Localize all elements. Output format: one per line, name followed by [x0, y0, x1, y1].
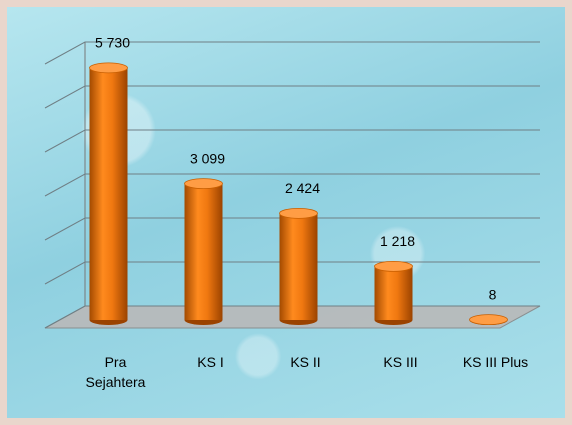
value-label: 5 730	[95, 35, 130, 51]
grid-line	[44, 41, 540, 65]
grid-line	[44, 217, 540, 241]
bar-top	[469, 314, 508, 326]
value-label: 1 218	[380, 233, 415, 249]
bar	[89, 67, 128, 320]
value-label: 2 424	[285, 180, 320, 196]
bar	[184, 183, 223, 320]
x-tick-label: KS III Plus	[462, 354, 529, 370]
grid-line	[44, 129, 540, 153]
bar	[374, 266, 413, 320]
bar-top	[89, 62, 128, 74]
grid-line	[44, 173, 540, 197]
x-tick-label: KS II	[290, 354, 321, 370]
bar-top	[374, 261, 413, 272]
chart: 5 730 3 099 2 424 1 218 8	[44, 35, 541, 329]
grid-line	[44, 85, 540, 109]
x-tick-label: KS I	[197, 354, 224, 370]
x-tick-label: KS III	[383, 354, 418, 370]
bar	[279, 213, 318, 320]
value-label: 3 099	[190, 150, 225, 166]
bar-top	[184, 178, 223, 190]
x-tick-label: Pra Sejahtera	[85, 354, 146, 390]
bar-top	[279, 207, 318, 219]
value-label: 8	[489, 286, 497, 302]
